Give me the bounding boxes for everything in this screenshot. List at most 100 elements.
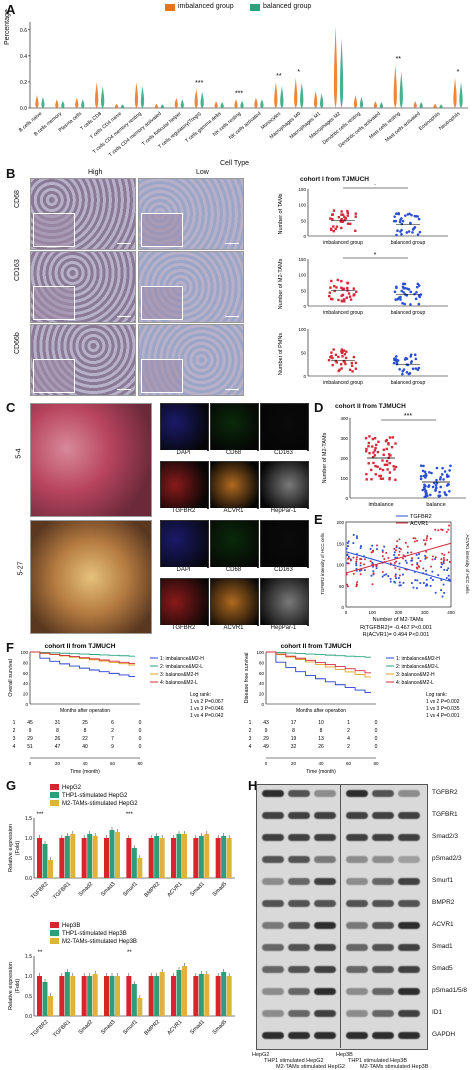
bar-legend-label: HepG2 bbox=[62, 785, 82, 791]
bar-category-label: Smurf1 bbox=[122, 1019, 139, 1036]
blot-band bbox=[314, 856, 336, 863]
bar-legend-label: THP1-stimulated HepG2 bbox=[62, 793, 128, 799]
scatter-e-point-tgfbr2 bbox=[443, 568, 446, 571]
scatter-e-point-tgfbr2 bbox=[369, 548, 372, 550]
scatter-d-point bbox=[387, 442, 390, 445]
scatter-point bbox=[332, 209, 336, 212]
scatter-e-point-acvr1 bbox=[376, 544, 379, 547]
sample-2-label: 5-27 bbox=[17, 561, 25, 576]
km-ytick: 80 bbox=[23, 660, 29, 665]
violin-imbalanced bbox=[174, 97, 178, 108]
ihc-inset bbox=[33, 286, 75, 320]
blot-lane-label-right: Hep3B bbox=[336, 1052, 353, 1058]
scatter-e-point-acvr1 bbox=[431, 555, 434, 558]
bar-smad2 bbox=[92, 974, 98, 1016]
scatter-e-point-acvr1 bbox=[356, 583, 359, 586]
violin-balanced bbox=[260, 99, 264, 108]
blot-band bbox=[314, 988, 336, 995]
bar-category-label: TGFBR2 bbox=[30, 881, 50, 901]
blot-protein-label: TGFBR2 bbox=[432, 789, 458, 796]
scatter-e-point-tgfbr2 bbox=[346, 554, 349, 557]
km-curve-1 bbox=[266, 651, 371, 694]
km-risk-cell: 0 bbox=[375, 728, 378, 734]
scatter-b-ytick: 100 bbox=[298, 327, 306, 332]
scatter-e-point-acvr1 bbox=[396, 540, 399, 543]
scatter-e-point-tgfbr2 bbox=[440, 579, 443, 581]
scatter-point bbox=[351, 370, 354, 373]
scatter-point bbox=[396, 229, 399, 233]
violin-imbalanced bbox=[194, 89, 198, 108]
blot-band bbox=[372, 944, 394, 951]
scatter-e-point-acvr1 bbox=[430, 565, 433, 568]
km-risk-tick: 80 bbox=[137, 761, 143, 766]
scatter-d-point bbox=[449, 464, 452, 468]
scatter-point bbox=[409, 361, 413, 365]
scatter-point bbox=[394, 219, 398, 223]
bar-category-label: Smad3 bbox=[100, 1019, 117, 1036]
bar-smurf1 bbox=[126, 976, 132, 1016]
bar-smad2 bbox=[87, 976, 93, 1016]
km-legend-label: 1: imbalance&M2-H bbox=[396, 656, 440, 662]
violin-balanced bbox=[120, 104, 125, 108]
fluor-channel-heppar-1 bbox=[260, 578, 309, 626]
scatter-e-xtick: 100 bbox=[368, 610, 376, 615]
scatter-e-point-tgfbr2 bbox=[448, 578, 450, 581]
scatter-point bbox=[414, 297, 418, 301]
scatter-point bbox=[347, 292, 351, 295]
km-ytick: 100 bbox=[20, 650, 28, 655]
km-risk-cell: 4 bbox=[249, 744, 252, 750]
scatter-e-point-tgfbr2 bbox=[356, 553, 358, 556]
scatter-e-point-tgfbr2 bbox=[415, 553, 418, 556]
scatter-e-point-acvr1 bbox=[419, 559, 422, 562]
scatter-e-point-acvr1 bbox=[372, 572, 375, 575]
scatter-point bbox=[349, 222, 352, 226]
scatter-e-point-acvr1 bbox=[394, 566, 397, 569]
fluor-channel-label: CD68 bbox=[210, 567, 257, 573]
scatter-d-point bbox=[365, 447, 368, 451]
scatter-d-point bbox=[374, 446, 377, 450]
violin-balanced bbox=[320, 93, 324, 108]
blot-band bbox=[372, 988, 394, 995]
scatter-e-point-tgfbr2 bbox=[398, 581, 401, 584]
bar-acvr1 bbox=[176, 834, 182, 878]
panel-e-letter: E bbox=[314, 512, 323, 527]
scatter-point bbox=[398, 220, 402, 224]
blot-band bbox=[346, 966, 368, 973]
scatter-point bbox=[418, 230, 422, 234]
violin-imbalanced bbox=[134, 82, 139, 108]
legend-balanced-swatch bbox=[250, 4, 260, 11]
scatter-d-point bbox=[367, 441, 371, 445]
bar-category-label: Smurf1 bbox=[122, 881, 139, 898]
violin-imbalanced bbox=[294, 77, 298, 108]
scatter-d-point bbox=[448, 469, 451, 472]
scatter-point bbox=[412, 227, 416, 230]
scatter-e-point-acvr1 bbox=[440, 561, 443, 564]
scatter-point bbox=[345, 296, 348, 299]
scatter-e-point-tgfbr2 bbox=[416, 562, 419, 565]
scatter-point bbox=[395, 286, 398, 290]
scatter-d-ytick: 100 bbox=[340, 476, 348, 481]
bar-tgfbr2 bbox=[42, 844, 48, 878]
scatter-point bbox=[415, 285, 419, 289]
km-risk-xlabel: Time (month) bbox=[70, 769, 100, 775]
km-ytick: 40 bbox=[259, 681, 265, 686]
blot-protein-label: ACVR1 bbox=[432, 921, 454, 928]
scatter-e-point-acvr1 bbox=[363, 563, 366, 566]
bar-smad5 bbox=[226, 838, 232, 878]
scatter-e-point-tgfbr2 bbox=[375, 567, 378, 570]
violin-imbalanced bbox=[254, 97, 258, 108]
scatter-b-ytick: 50 bbox=[301, 218, 307, 223]
scatter-point bbox=[399, 295, 402, 299]
blot-band bbox=[398, 1010, 420, 1017]
km-legend-label: 2: imbalance&M2-L bbox=[160, 664, 203, 670]
scatter-e-point-acvr1 bbox=[398, 574, 401, 577]
scatter-point bbox=[406, 213, 410, 216]
blot-band bbox=[314, 812, 336, 819]
bar-category-label: Smad2 bbox=[78, 1019, 95, 1036]
scatter-e-point-tgfbr2 bbox=[394, 556, 397, 559]
violin-balanced bbox=[439, 104, 443, 108]
scatter-d-point bbox=[431, 485, 435, 489]
ihc-image-cd163-low bbox=[138, 251, 244, 323]
bar-category-label: Smad2 bbox=[78, 881, 95, 898]
bar-ytick: 0.5 bbox=[25, 856, 32, 862]
